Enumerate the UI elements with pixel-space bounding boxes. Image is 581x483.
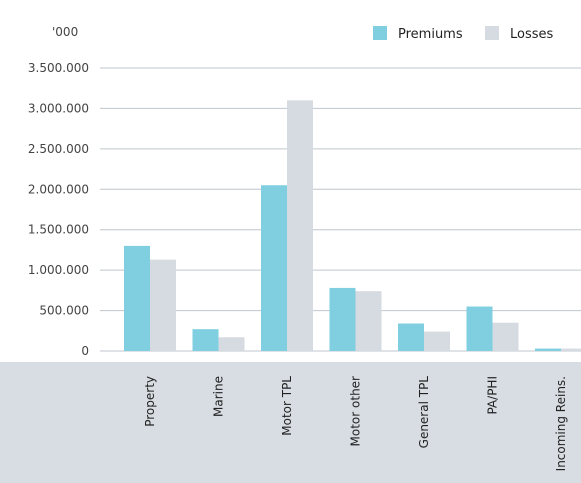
bar-premiums-marine: [192, 329, 219, 351]
y-tick-label: 1.500.000: [28, 223, 89, 237]
bar-losses-motor-tpl: [287, 100, 313, 351]
bars: [124, 100, 581, 351]
y-tick-label: 3.000.000: [28, 101, 89, 115]
bar-premiums-property: [124, 245, 150, 351]
bar-premiums-motor-other: [329, 287, 356, 351]
legend-label-losses: Losses: [510, 27, 554, 42]
x-axis-ticks: Property Marine Motor TPL Motor other Genera…: [143, 376, 568, 472]
legend: Premiums Losses: [373, 26, 554, 42]
bar-premiums-general-tpl: [398, 323, 424, 351]
bar-premiums-incoming-reins-: [535, 348, 561, 351]
bar-losses-general-tpl: [424, 331, 450, 351]
bar-premiums-motor-tpl: [261, 185, 287, 351]
y-tick-label: 0: [81, 344, 89, 358]
bar-premiums-pa-phi: [466, 306, 493, 351]
x-tick-label: Motor TPL: [280, 376, 294, 436]
x-tick-label: Incoming Reins.: [554, 376, 568, 471]
bar-losses-property: [150, 259, 176, 351]
x-tick-label: Motor other: [349, 376, 363, 447]
x-tick-label: Property: [143, 376, 157, 427]
y-tick-label: 1.000.000: [28, 263, 89, 277]
y-tick-label: 2.000.000: [28, 182, 89, 196]
bar-losses-pa-phi: [492, 322, 519, 351]
y-tick-label: 3.500.000: [28, 61, 89, 75]
y-tick-label: 2.500.000: [28, 142, 89, 156]
y-axis-unit-label: '000: [52, 25, 78, 39]
legend-label-premiums: Premiums: [398, 27, 463, 42]
bar-losses-motor-other: [355, 291, 382, 351]
bar-losses-marine: [218, 337, 245, 351]
x-tick-label: General TPL: [417, 376, 431, 449]
bar-losses-incoming-reins-: [561, 348, 581, 351]
x-tick-label: Marine: [212, 376, 226, 417]
legend-swatch-losses: [485, 26, 499, 40]
x-tick-label: PA/PHI: [486, 376, 500, 415]
y-axis-ticks: 0 500.000 1.000.000 1.500.000 2.000.000 2.500…: [28, 61, 89, 358]
y-tick-label: 500.000: [39, 304, 89, 318]
legend-swatch-premiums: [373, 26, 387, 40]
